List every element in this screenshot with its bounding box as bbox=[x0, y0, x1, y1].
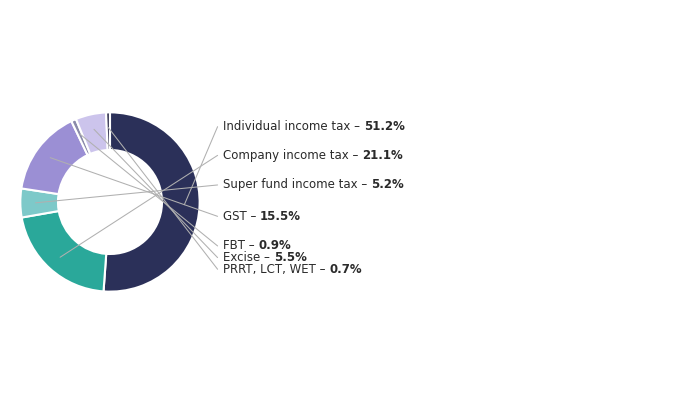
Wedge shape bbox=[106, 112, 110, 150]
Text: 5.2%: 5.2% bbox=[371, 179, 404, 191]
Text: 0.7%: 0.7% bbox=[329, 263, 362, 276]
Text: Individual income tax –: Individual income tax – bbox=[223, 120, 364, 133]
Text: GST –: GST – bbox=[223, 210, 260, 223]
Wedge shape bbox=[72, 119, 90, 155]
Wedge shape bbox=[21, 211, 106, 291]
Text: 15.5%: 15.5% bbox=[260, 210, 301, 223]
Text: Excise –: Excise – bbox=[223, 251, 274, 264]
Text: 51.2%: 51.2% bbox=[364, 120, 404, 133]
Wedge shape bbox=[21, 121, 88, 194]
Wedge shape bbox=[21, 188, 59, 217]
Wedge shape bbox=[76, 112, 107, 154]
Text: 5.5%: 5.5% bbox=[274, 251, 307, 264]
Text: 0.9%: 0.9% bbox=[258, 240, 291, 252]
Text: Company income tax –: Company income tax – bbox=[223, 149, 362, 162]
Text: 21.1%: 21.1% bbox=[362, 149, 403, 162]
Text: PRRT, LCT, WET –: PRRT, LCT, WET – bbox=[223, 263, 329, 276]
Text: FBT –: FBT – bbox=[223, 240, 258, 252]
Text: Super fund income tax –: Super fund income tax – bbox=[223, 179, 371, 191]
Wedge shape bbox=[103, 112, 200, 292]
